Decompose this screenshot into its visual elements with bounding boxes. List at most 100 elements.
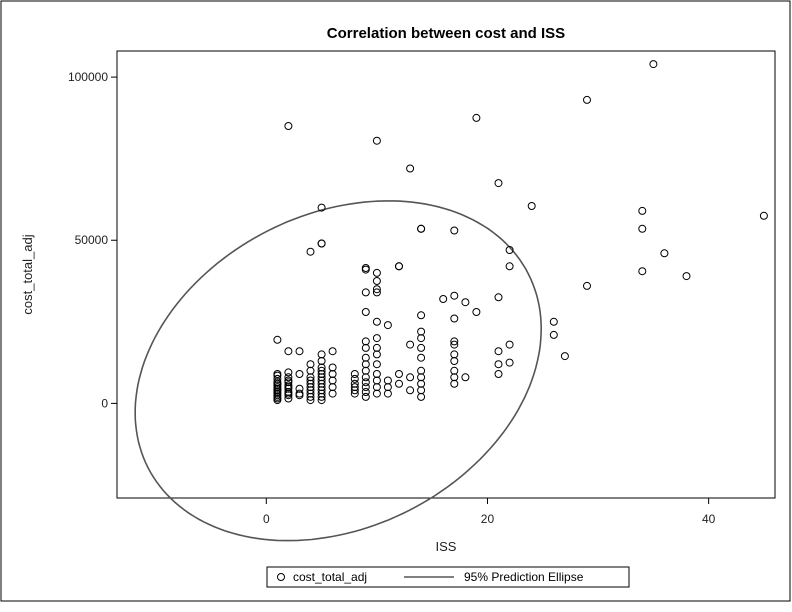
data-point bbox=[361, 378, 370, 387]
data-point bbox=[317, 239, 326, 248]
data-point bbox=[273, 396, 282, 405]
data-point bbox=[505, 246, 514, 254]
data-point bbox=[284, 389, 293, 398]
data-point bbox=[372, 136, 381, 145]
data-point bbox=[372, 350, 381, 359]
data-point bbox=[317, 203, 326, 212]
data-point bbox=[461, 298, 470, 307]
data-point bbox=[439, 295, 448, 303]
data-point bbox=[361, 383, 370, 392]
x-tick-label: 0 bbox=[263, 512, 270, 526]
prediction-ellipse-layer bbox=[134, 200, 543, 542]
data-point bbox=[284, 373, 293, 382]
data-point bbox=[383, 383, 392, 392]
data-point bbox=[417, 379, 426, 388]
y-axis: 0 50000 100000 bbox=[68, 70, 117, 410]
data-point bbox=[306, 247, 315, 256]
data-point bbox=[328, 383, 337, 392]
data-point bbox=[372, 343, 381, 352]
data-point bbox=[350, 370, 359, 378]
legend-entry-ellipse: 95% Prediction Ellipse bbox=[464, 570, 584, 584]
data-point bbox=[450, 357, 459, 365]
data-point bbox=[328, 370, 337, 378]
data-point bbox=[417, 311, 426, 320]
data-point bbox=[361, 264, 370, 272]
data-point bbox=[361, 388, 370, 396]
y-tick-label: 0 bbox=[101, 396, 108, 410]
data-point bbox=[328, 389, 337, 398]
data-point bbox=[273, 335, 282, 344]
y-tick-label: 100000 bbox=[68, 70, 108, 84]
data-point bbox=[406, 373, 415, 382]
data-point bbox=[638, 267, 647, 276]
chart-title: Correlation between cost and ISS bbox=[327, 25, 565, 42]
data-point bbox=[450, 350, 459, 359]
data-point bbox=[638, 224, 647, 233]
data-point bbox=[372, 317, 381, 326]
data-point bbox=[583, 95, 591, 104]
data-point bbox=[417, 353, 426, 362]
data-point bbox=[328, 347, 337, 356]
x-tick-label: 20 bbox=[481, 512, 495, 526]
legend-entry-points: cost_total_adj bbox=[293, 570, 367, 584]
data-point bbox=[450, 340, 459, 349]
data-point bbox=[361, 353, 370, 362]
data-point bbox=[417, 343, 426, 352]
data-point bbox=[494, 370, 503, 378]
x-tick-label: 40 bbox=[702, 512, 716, 526]
data-point bbox=[372, 288, 381, 297]
data-point bbox=[406, 340, 415, 349]
data-point bbox=[284, 347, 293, 356]
data-point bbox=[350, 379, 359, 388]
data-point bbox=[383, 389, 392, 398]
data-point bbox=[361, 265, 370, 274]
data-point bbox=[295, 370, 304, 378]
data-point bbox=[395, 370, 403, 378]
data-point bbox=[560, 352, 569, 361]
data-point bbox=[350, 383, 359, 392]
data-point bbox=[273, 379, 282, 388]
data-point bbox=[372, 285, 381, 294]
legend: cost_total_adj 95% Prediction Ellipse bbox=[266, 566, 630, 588]
data-point bbox=[306, 376, 315, 385]
data-point bbox=[759, 211, 768, 220]
data-point bbox=[361, 373, 370, 382]
legend-marker-circle bbox=[277, 573, 285, 581]
data-point bbox=[417, 334, 426, 343]
data-point bbox=[361, 308, 370, 316]
data-point bbox=[383, 376, 392, 385]
data-point bbox=[417, 386, 426, 395]
data-point bbox=[306, 360, 315, 369]
data-point bbox=[406, 386, 415, 395]
data-point bbox=[461, 373, 470, 382]
data-point bbox=[295, 391, 304, 400]
data-point bbox=[372, 277, 381, 285]
data-point bbox=[583, 281, 591, 290]
data-point bbox=[549, 330, 558, 339]
data-point bbox=[472, 308, 481, 316]
data-point bbox=[527, 202, 536, 210]
data-point bbox=[383, 321, 392, 330]
scatter-points-layer bbox=[273, 60, 768, 405]
data-point bbox=[273, 374, 282, 383]
data-point bbox=[317, 366, 326, 375]
data-point bbox=[372, 360, 381, 369]
y-axis-label: cost_total_adj bbox=[20, 234, 35, 314]
data-point bbox=[638, 206, 647, 215]
data-point bbox=[306, 366, 315, 375]
data-point bbox=[417, 327, 426, 336]
data-point bbox=[450, 379, 459, 388]
data-point bbox=[361, 288, 370, 297]
data-point bbox=[660, 249, 669, 258]
data-point bbox=[505, 262, 514, 271]
data-point bbox=[361, 343, 370, 352]
data-point bbox=[317, 357, 326, 365]
data-point bbox=[406, 164, 415, 173]
data-point bbox=[417, 392, 426, 401]
data-point bbox=[273, 383, 282, 392]
data-point bbox=[295, 384, 304, 393]
data-point bbox=[361, 392, 370, 401]
data-point bbox=[328, 376, 337, 385]
